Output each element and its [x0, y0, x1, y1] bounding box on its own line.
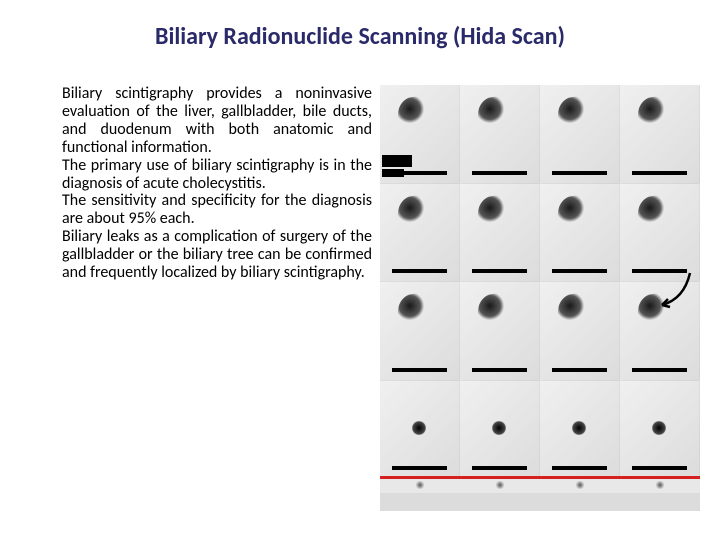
scan-grid [380, 85, 700, 479]
scan-cell [380, 184, 460, 283]
scan-thumb [620, 479, 700, 493]
paragraph-3: The sensitivity and specificity for the … [62, 192, 372, 228]
content-row: Biliary scintigraphy provides a noninvas… [0, 59, 720, 511]
scan-cell [380, 381, 460, 480]
scan-thumb-row [380, 479, 700, 493]
scan-cell [380, 282, 460, 381]
scan-cell [460, 85, 540, 184]
text-column: Biliary scintigraphy provides a noninvas… [62, 85, 372, 511]
scan-side-label [382, 169, 404, 177]
scan-side-label [382, 155, 412, 167]
scan-base-strip [380, 493, 700, 511]
scan-cell [540, 381, 620, 480]
page-title: Biliary Radionuclide Scanning (Hida Scan… [0, 0, 720, 59]
scan-cell [460, 184, 540, 283]
scan-cell [620, 381, 700, 480]
scan-thumb [540, 479, 620, 493]
scan-cell [540, 282, 620, 381]
paragraph-1: Biliary scintigraphy provides a noninvas… [62, 85, 372, 157]
scan-cell [460, 381, 540, 480]
scan-cell [620, 184, 700, 283]
paragraph-4: Biliary leaks as a complication of surge… [62, 228, 372, 282]
scan-thumb [460, 479, 540, 493]
scan-cell [540, 85, 620, 184]
scan-cell [620, 85, 700, 184]
scan-cell [620, 282, 700, 381]
scan-cell [460, 282, 540, 381]
scan-cell [540, 184, 620, 283]
scan-image [380, 85, 700, 511]
scan-thumb [380, 479, 460, 493]
paragraph-2: The primary use of biliary scintigraphy … [62, 157, 372, 193]
